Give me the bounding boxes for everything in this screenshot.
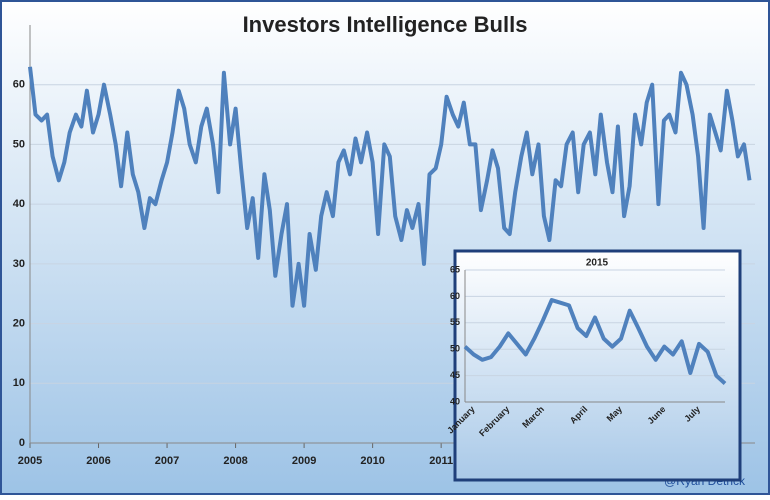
x-tick-label: 2009 (292, 455, 316, 467)
y-tick-label: 50 (13, 138, 25, 150)
x-tick-label: 2011 (429, 455, 453, 467)
x-tick-label: 2007 (155, 455, 179, 467)
y-tick-label: 65 (450, 264, 460, 274)
chart-title: Investors Intelligence Bulls (243, 12, 528, 37)
y-tick-label: 60 (450, 291, 460, 301)
y-tick-label: 40 (13, 198, 25, 210)
x-tick-label: 2005 (18, 455, 42, 467)
line-series (463, 298, 727, 385)
y-tick-label: 55 (450, 317, 460, 327)
x-tick-label: 2006 (86, 455, 110, 467)
y-tick-label: 45 (450, 370, 460, 380)
y-tick-label: 40 (450, 396, 460, 406)
y-tick-label: 30 (13, 258, 25, 270)
inset-title: 2015 (586, 258, 609, 269)
y-tick-label: 60 (13, 79, 25, 91)
y-tick-label: 50 (450, 344, 460, 354)
y-tick-label: 20 (13, 317, 25, 329)
y-tick-label: 10 (13, 377, 25, 389)
y-tick-label: 0 (19, 437, 25, 449)
line-series (28, 66, 752, 308)
x-tick-label: 2010 (360, 455, 384, 467)
x-tick-label: 2008 (223, 455, 247, 467)
inset-frame (453, 249, 742, 482)
